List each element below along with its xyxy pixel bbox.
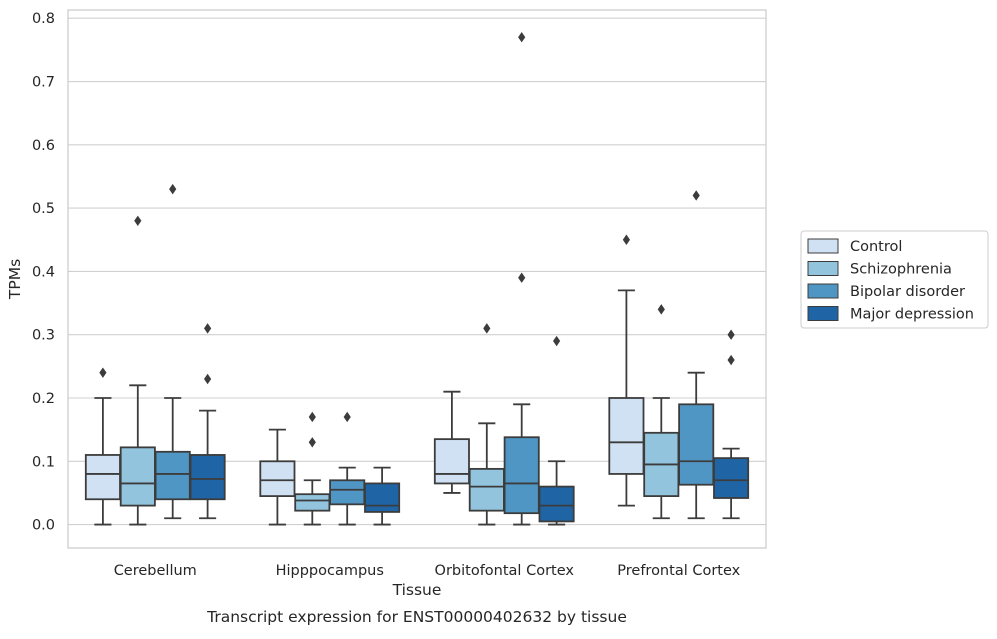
box	[713, 457, 750, 499]
y-tick-label: 0.3	[32, 328, 55, 344]
outlier-point	[483, 323, 491, 334]
outlier-point	[204, 373, 212, 385]
box-group	[678, 190, 715, 520]
x-tick-labels: Cerebellum Hipppocampus Orbitofontal Corte…	[114, 563, 741, 579]
legend-items: Control Schizophrenia Bipolar disorder Majo…	[807, 238, 974, 323]
box-group	[364, 466, 401, 526]
box	[433, 438, 470, 485]
outlier-point	[727, 354, 735, 366]
y-tick-labels: 0.0 0.1 0.2 0.3 0.4 0.5 0.6 0.7 0.8	[32, 11, 55, 533]
legend-label: Major depression	[850, 307, 974, 323]
y-tick-label: 0.4	[32, 264, 55, 280]
y-tick-label: 0.1	[32, 454, 55, 470]
legend-label: Control	[850, 239, 902, 255]
box-group	[503, 32, 540, 526]
box	[468, 467, 505, 512]
legend-swatch	[807, 238, 839, 254]
box-group	[329, 411, 366, 526]
outlier-point	[518, 272, 526, 283]
box-group	[84, 367, 121, 526]
legend-label: Bipolar disorder	[850, 284, 965, 300]
box	[84, 454, 121, 501]
box	[364, 482, 401, 513]
outlier-point	[622, 234, 630, 245]
box	[608, 397, 645, 475]
box	[154, 450, 191, 501]
legend-swatch	[807, 306, 839, 321]
box-group	[608, 234, 645, 507]
outlier-point	[308, 411, 316, 423]
y-tick-label: 0.8	[32, 11, 55, 27]
chart-caption: Transcript expression for ENST0000040263…	[206, 608, 627, 626]
box	[503, 436, 540, 515]
y-tick-label: 0.0	[32, 518, 55, 534]
box-group	[154, 183, 191, 520]
box-group	[294, 411, 331, 526]
box-group	[468, 323, 505, 526]
outlier-point	[308, 437, 316, 448]
box	[119, 446, 156, 507]
box-group	[119, 215, 156, 526]
outlier-point	[518, 32, 526, 43]
outlier-point	[343, 411, 351, 423]
box	[259, 460, 296, 497]
box-group	[643, 304, 680, 520]
box-group	[433, 390, 470, 494]
outlier-point	[727, 329, 735, 340]
box	[678, 403, 715, 486]
legend-label: Schizophrenia	[850, 262, 952, 278]
box-group	[189, 323, 226, 520]
x-tick-label: Cerebellum	[114, 563, 197, 579]
box-layer	[84, 32, 750, 526]
y-tick-label: 0.5	[32, 201, 55, 217]
outlier-point	[169, 183, 177, 195]
outlier-point	[553, 335, 561, 347]
box	[329, 479, 366, 506]
x-tick-label: Prefrontal Cortex	[617, 563, 740, 579]
outlier-point	[134, 215, 142, 226]
y-tick-label: 0.6	[32, 138, 55, 154]
box-group	[538, 335, 575, 526]
x-tick-label: Hipppocampus	[276, 563, 384, 579]
outlier-point	[99, 367, 107, 378]
y-axis-label: TPMs	[6, 259, 24, 300]
outlier-point	[204, 323, 212, 334]
legend-frame	[800, 230, 989, 329]
outlier-point	[657, 304, 665, 315]
x-tick-label: Orbitofontal Cortex	[435, 563, 575, 579]
x-axis-label: Tissue	[392, 581, 442, 599]
outlier-point	[692, 190, 700, 201]
box	[294, 493, 331, 512]
y-tick-label: 0.7	[32, 75, 55, 91]
legend-swatch	[807, 261, 839, 276]
box	[189, 454, 226, 501]
box-group	[713, 329, 750, 520]
y-tick-label: 0.2	[32, 391, 55, 407]
legend-swatch	[807, 283, 839, 299]
box-group	[259, 428, 296, 526]
box	[538, 485, 575, 523]
plot-frame	[67, 9, 767, 549]
legend: Control Schizophrenia Bipolar disorder Majo…	[800, 230, 989, 329]
